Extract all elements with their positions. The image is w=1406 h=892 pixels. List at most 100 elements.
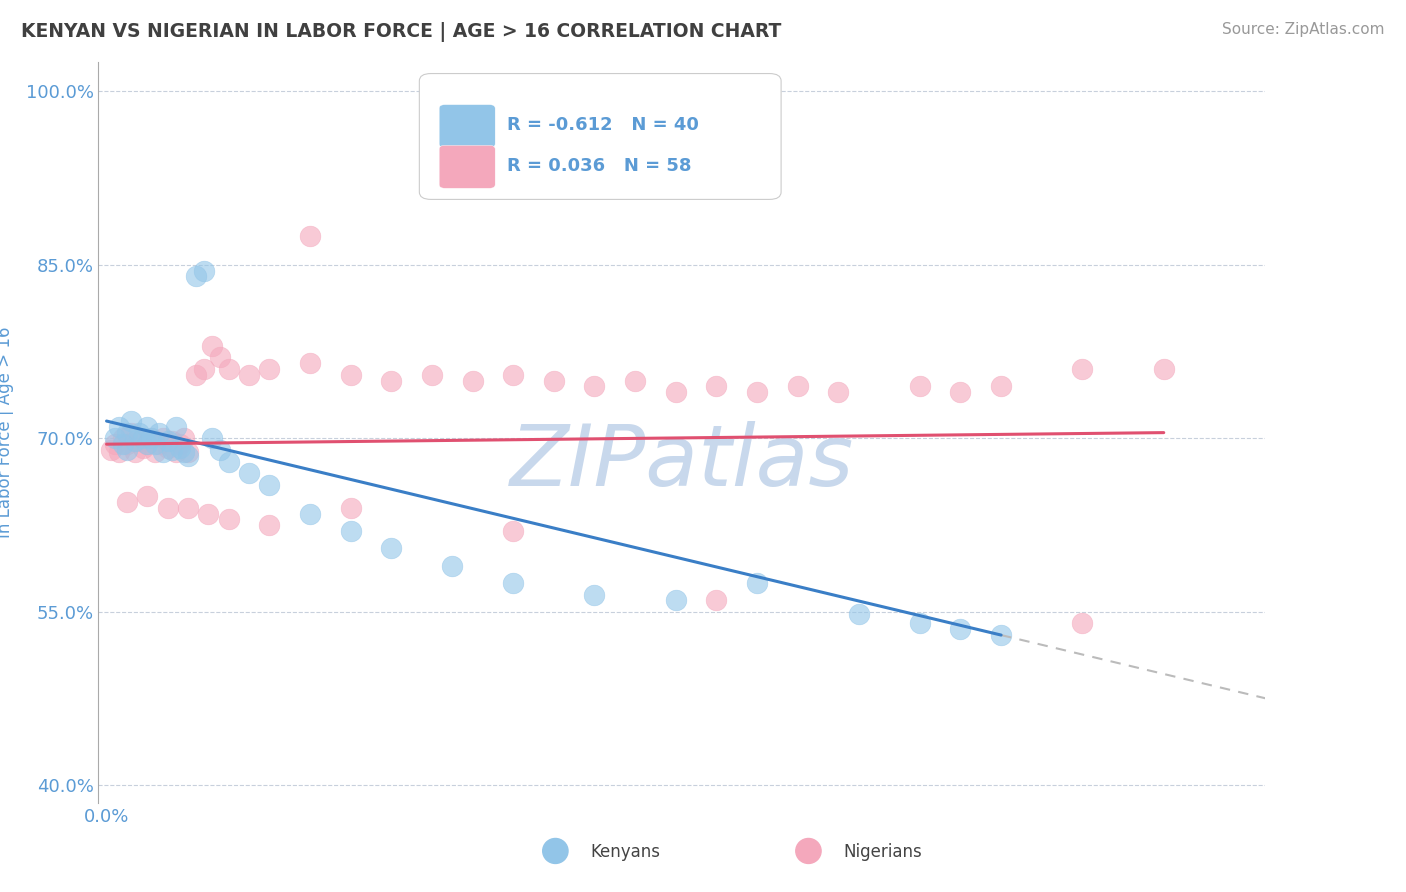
Point — [193, 362, 215, 376]
Point — [136, 420, 159, 434]
Point — [160, 434, 183, 448]
Point — [257, 362, 280, 376]
Point — [136, 489, 159, 503]
Point — [193, 263, 215, 277]
Point — [136, 437, 159, 451]
Point — [141, 431, 163, 445]
Point — [298, 356, 321, 370]
Point — [132, 431, 155, 445]
Point — [624, 374, 647, 388]
Point — [107, 420, 129, 434]
Point — [543, 374, 565, 388]
Point — [152, 445, 174, 459]
Point — [502, 576, 524, 591]
Point — [115, 425, 138, 440]
Point — [111, 437, 134, 451]
Point — [502, 368, 524, 382]
Point — [257, 518, 280, 533]
Point — [665, 593, 688, 607]
Point — [177, 500, 200, 515]
Point — [1071, 362, 1094, 376]
Point — [165, 445, 187, 459]
Point — [238, 466, 260, 480]
Point — [209, 351, 232, 365]
Point — [128, 434, 150, 448]
Point — [104, 431, 127, 445]
Point — [120, 425, 142, 440]
Point — [949, 622, 972, 636]
Point — [1153, 362, 1175, 376]
Point — [949, 385, 972, 400]
Text: Nigerians: Nigerians — [844, 843, 922, 861]
FancyBboxPatch shape — [419, 73, 782, 200]
Point — [156, 441, 179, 455]
Point — [339, 524, 361, 538]
Text: R = -0.612   N = 40: R = -0.612 N = 40 — [508, 116, 699, 135]
Point — [209, 442, 232, 457]
Point — [706, 593, 728, 607]
Point — [184, 368, 207, 382]
Point — [380, 374, 402, 388]
Point — [257, 477, 280, 491]
Point — [177, 445, 200, 459]
Point — [420, 368, 443, 382]
Point — [339, 368, 361, 382]
Point — [298, 507, 321, 521]
Text: ZIPatlas: ZIPatlas — [510, 421, 853, 504]
Point — [136, 437, 159, 451]
Point — [173, 445, 195, 459]
Point — [148, 437, 170, 451]
Point — [104, 437, 127, 451]
Point — [990, 379, 1012, 393]
Point — [169, 437, 191, 451]
Text: Source: ZipAtlas.com: Source: ZipAtlas.com — [1222, 22, 1385, 37]
Y-axis label: In Labor Force | Age > 16: In Labor Force | Age > 16 — [0, 326, 14, 539]
Point — [665, 385, 688, 400]
Point — [107, 445, 129, 459]
Point — [156, 500, 179, 515]
Point — [1071, 616, 1094, 631]
Point — [169, 441, 191, 455]
Point — [165, 420, 187, 434]
Point — [786, 379, 808, 393]
Point — [441, 558, 464, 573]
Point — [148, 425, 170, 440]
FancyBboxPatch shape — [439, 145, 495, 188]
Text: Kenyans: Kenyans — [591, 843, 661, 861]
Point — [177, 449, 200, 463]
Point — [848, 607, 870, 622]
Point — [583, 379, 606, 393]
Point — [124, 445, 146, 459]
Point — [218, 362, 240, 376]
Point — [461, 374, 484, 388]
Point — [380, 541, 402, 556]
Point — [160, 442, 183, 457]
Point — [238, 368, 260, 382]
Point — [100, 442, 122, 457]
Text: R = 0.036   N = 58: R = 0.036 N = 58 — [508, 157, 692, 175]
Point — [747, 385, 769, 400]
Point — [201, 339, 224, 353]
Point — [152, 431, 174, 445]
Point — [111, 431, 134, 445]
Point — [124, 434, 146, 448]
Point — [115, 442, 138, 457]
Point — [128, 425, 150, 440]
Point — [197, 507, 219, 521]
FancyBboxPatch shape — [439, 104, 495, 147]
Point — [827, 385, 849, 400]
Point — [184, 269, 207, 284]
Point — [502, 524, 524, 538]
Point — [141, 431, 163, 445]
Point — [583, 588, 606, 602]
Point — [156, 434, 179, 448]
Point — [115, 437, 138, 451]
Point — [132, 441, 155, 455]
Point — [120, 414, 142, 428]
Point — [706, 379, 728, 393]
Point — [908, 616, 931, 631]
Point — [218, 454, 240, 468]
Point — [298, 229, 321, 244]
Point — [173, 431, 195, 445]
Point — [201, 431, 224, 445]
